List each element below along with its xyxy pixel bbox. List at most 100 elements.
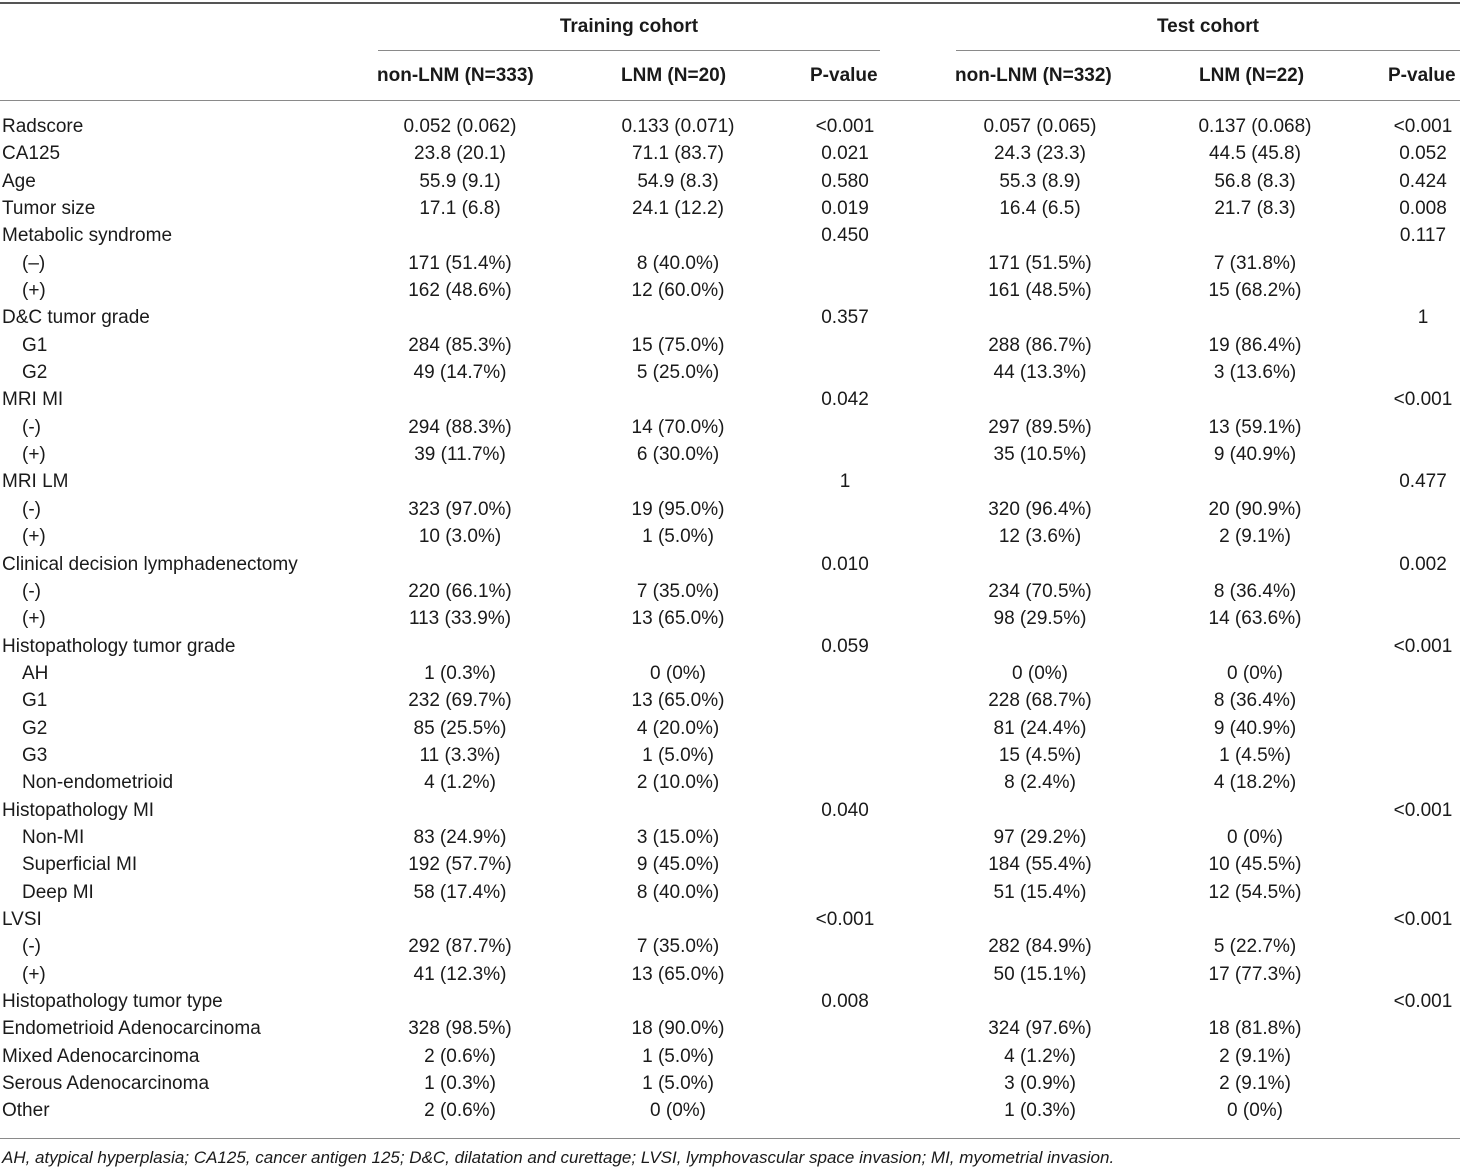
row-label: (+) <box>22 444 46 466</box>
training-non-lnm-cell: 0.052 (0.062) <box>360 116 560 138</box>
test-lnm-cell: 2 (9.1%) <box>1155 1073 1355 1095</box>
row-label: G2 <box>22 718 47 740</box>
test-p-value-cell: 0.424 <box>1360 171 1460 193</box>
training-non-lnm-cell: 2 (0.6%) <box>360 1100 560 1122</box>
row-label: Age <box>2 171 36 193</box>
row-label: MRI LM <box>2 471 69 493</box>
column-header-test-lnm: LNM (N=22) <box>1199 65 1304 87</box>
table-row: Histopathology tumor type 0.008 <0.001 <box>0 988 1460 1015</box>
test-p-value-cell: 1 <box>1360 307 1460 329</box>
test-lnm-cell: 9 (40.9%) <box>1155 444 1355 466</box>
test-lnm-cell: 12 (54.5%) <box>1155 882 1355 904</box>
row-label: (-) <box>22 417 41 439</box>
table-row: (-) 323 (97.0%) 19 (95.0%) 320 (96.4%) 20 (9… <box>0 496 1460 523</box>
table-row: (+) 41 (12.3%) 13 (65.0%) 50 (15.1%) 17 (77.… <box>0 961 1460 988</box>
test-lnm-cell: 15 (68.2%) <box>1155 280 1355 302</box>
row-label: (+) <box>22 608 46 630</box>
training-lnm-cell: 4 (20.0%) <box>578 718 778 740</box>
test-lnm-cell: 8 (36.4%) <box>1155 581 1355 603</box>
test-non-lnm-cell: 297 (89.5%) <box>940 417 1140 439</box>
training-non-lnm-cell: 58 (17.4%) <box>360 882 560 904</box>
row-label: MRI MI <box>2 389 63 411</box>
table-top-rule <box>0 2 1460 4</box>
training-lnm-cell: 1 (5.0%) <box>578 745 778 767</box>
training-lnm-cell: 6 (30.0%) <box>578 444 778 466</box>
test-lnm-cell: 3 (13.6%) <box>1155 362 1355 384</box>
test-lnm-cell: 0 (0%) <box>1155 827 1355 849</box>
table-row: G3 11 (3.3%) 1 (5.0%) 15 (4.5%) 1 (4.5%) <box>0 742 1460 769</box>
training-lnm-cell: 7 (35.0%) <box>578 581 778 603</box>
training-non-lnm-cell: 294 (88.3%) <box>360 417 560 439</box>
training-lnm-cell: 1 (5.0%) <box>578 526 778 548</box>
test-non-lnm-cell: 35 (10.5%) <box>940 444 1140 466</box>
header-bottom-rule <box>0 100 1460 101</box>
table-row: (-) 292 (87.7%) 7 (35.0%) 282 (84.9%) 5 (22.… <box>0 933 1460 960</box>
test-p-value-cell: <0.001 <box>1360 389 1460 411</box>
training-non-lnm-cell: 162 (48.6%) <box>360 280 560 302</box>
column-header-test-p-value: P-value <box>1388 65 1456 87</box>
column-header-training-lnm: LNM (N=20) <box>621 65 726 87</box>
test-non-lnm-cell: 282 (84.9%) <box>940 936 1140 958</box>
training-lnm-cell: 18 (90.0%) <box>578 1018 778 1040</box>
training-non-lnm-cell: 2 (0.6%) <box>360 1046 560 1068</box>
training-cohort-rule <box>378 50 880 51</box>
row-label: Tumor size <box>2 198 95 220</box>
table-row: MRI MI 0.042 <0.001 <box>0 386 1460 413</box>
test-non-lnm-cell: 234 (70.5%) <box>940 581 1140 603</box>
test-non-lnm-cell: 324 (97.6%) <box>940 1018 1140 1040</box>
test-p-value-cell: <0.001 <box>1360 116 1460 138</box>
training-p-value-cell: 1 <box>780 471 910 493</box>
test-lnm-cell: 13 (59.1%) <box>1155 417 1355 439</box>
table-row: D&C tumor grade 0.357 1 <box>0 304 1460 331</box>
test-lnm-cell: 14 (63.6%) <box>1155 608 1355 630</box>
training-p-value-cell: 0.357 <box>780 307 910 329</box>
test-lnm-cell: 10 (45.5%) <box>1155 854 1355 876</box>
training-non-lnm-cell: 328 (98.5%) <box>360 1018 560 1040</box>
table-row: Non-endometrioid 4 (1.2%) 2 (10.0%) 8 (2.4%… <box>0 769 1460 796</box>
row-label: (+) <box>22 526 46 548</box>
training-non-lnm-cell: 292 (87.7%) <box>360 936 560 958</box>
table-row: MRI LM 1 0.477 <box>0 468 1460 495</box>
table-row: LVSI <0.001 <0.001 <box>0 906 1460 933</box>
training-lnm-cell: 0 (0%) <box>578 663 778 685</box>
training-non-lnm-cell: 113 (33.9%) <box>360 608 560 630</box>
training-lnm-cell: 8 (40.0%) <box>578 882 778 904</box>
training-lnm-cell: 7 (35.0%) <box>578 936 778 958</box>
training-p-value-cell: <0.001 <box>780 116 910 138</box>
test-lnm-cell: 9 (40.9%) <box>1155 718 1355 740</box>
training-cohort-title: Training cohort <box>378 16 880 38</box>
test-non-lnm-cell: 171 (51.5%) <box>940 253 1140 275</box>
training-non-lnm-cell: 1 (0.3%) <box>360 1073 560 1095</box>
test-p-value-cell: <0.001 <box>1360 636 1460 658</box>
column-header-test-non-lnm: non-LNM (N=332) <box>955 65 1112 87</box>
training-non-lnm-cell: 55.9 (9.1) <box>360 171 560 193</box>
test-lnm-cell: 20 (90.9%) <box>1155 499 1355 521</box>
test-lnm-cell: 19 (86.4%) <box>1155 335 1355 357</box>
training-p-value-cell: 0.010 <box>780 554 910 576</box>
test-non-lnm-cell: 184 (55.4%) <box>940 854 1140 876</box>
training-non-lnm-cell: 11 (3.3%) <box>360 745 560 767</box>
training-non-lnm-cell: 232 (69.7%) <box>360 690 560 712</box>
test-p-value-cell: 0.002 <box>1360 554 1460 576</box>
test-p-value-cell: 0.477 <box>1360 471 1460 493</box>
test-non-lnm-cell: 12 (3.6%) <box>940 526 1140 548</box>
table-row: Tumor size 17.1 (6.8) 24.1 (12.2) 0.019 16.4… <box>0 195 1460 222</box>
test-lnm-cell: 4 (18.2%) <box>1155 772 1355 794</box>
row-label: Endometrioid Adenocarcinoma <box>2 1018 261 1040</box>
test-p-value-cell: 0.117 <box>1360 225 1460 247</box>
training-non-lnm-cell: 171 (51.4%) <box>360 253 560 275</box>
training-lnm-cell: 3 (15.0%) <box>578 827 778 849</box>
training-p-value-cell: 0.040 <box>780 800 910 822</box>
test-non-lnm-cell: 320 (96.4%) <box>940 499 1140 521</box>
test-non-lnm-cell: 4 (1.2%) <box>940 1046 1140 1068</box>
test-cohort-title: Test cohort <box>956 16 1460 38</box>
table-row: Radscore 0.052 (0.062) 0.133 (0.071) <0.001… <box>0 113 1460 140</box>
test-cohort-rule <box>956 50 1460 51</box>
test-lnm-cell: 0.137 (0.068) <box>1155 116 1355 138</box>
training-non-lnm-cell: 323 (97.0%) <box>360 499 560 521</box>
training-non-lnm-cell: 284 (85.3%) <box>360 335 560 357</box>
training-p-value-cell: 0.021 <box>780 143 910 165</box>
table-row: Age 55.9 (9.1) 54.9 (8.3) 0.580 55.3 (8.9) 56… <box>0 168 1460 195</box>
table-row: (+) 113 (33.9%) 13 (65.0%) 98 (29.5%) 14 (63… <box>0 605 1460 632</box>
row-label: G1 <box>22 335 47 357</box>
